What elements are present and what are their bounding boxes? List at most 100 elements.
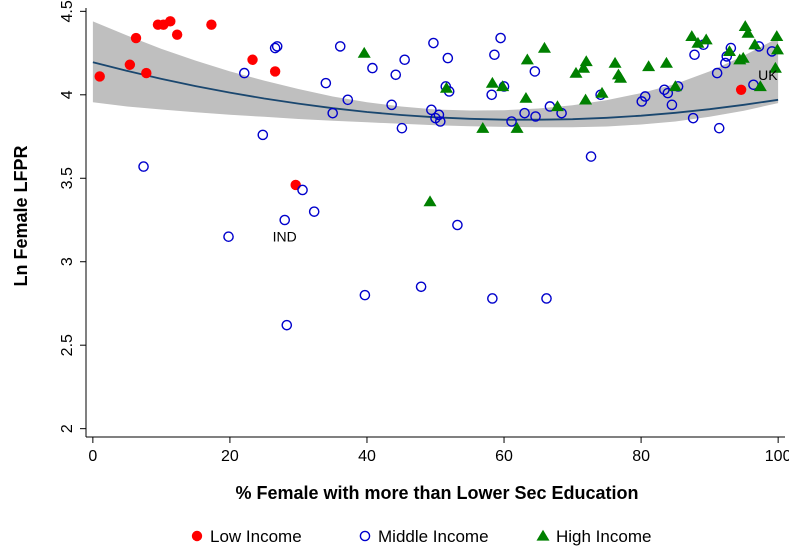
y-tick-label: 2.5 <box>59 334 76 356</box>
high-income-point <box>770 43 784 55</box>
middle-income-point <box>428 37 439 49</box>
middle-income-point <box>396 122 408 134</box>
low-income-point <box>130 32 142 44</box>
high-income-point <box>496 80 510 92</box>
y-tick-label: 3 <box>59 257 76 266</box>
high-income-point <box>537 41 551 53</box>
middle-income-point <box>713 122 725 134</box>
middle-income-point <box>487 293 498 304</box>
high-income-point <box>550 100 564 112</box>
x-tick-label: 80 <box>632 448 650 465</box>
middle-income-point <box>426 104 437 116</box>
middle-income-point <box>367 62 378 74</box>
high-income-point <box>520 53 534 65</box>
middle-income-point <box>239 67 250 79</box>
x-tick-label: 20 <box>221 448 239 465</box>
low-income-point <box>165 16 176 27</box>
high-income-point <box>722 45 737 57</box>
middle-income-point <box>281 319 293 331</box>
y-tick-label: 4 <box>59 90 76 99</box>
low-income-legend-label: Low Income <box>210 527 302 546</box>
middle-income-point <box>659 84 670 96</box>
middle-income-point <box>399 54 410 66</box>
low-income-point <box>290 179 301 191</box>
high-income-point <box>476 121 490 133</box>
high-income-point <box>753 80 767 92</box>
middle-income-legend-marker <box>359 530 371 542</box>
annotations-layer: IND UK <box>273 67 779 245</box>
middle-income-point <box>689 49 700 61</box>
y-tick-label: 4.5 <box>59 0 76 22</box>
axes-layer: 2 2.5 3 3.5 4 4.5 0 20 40 60 80 100 <box>59 0 789 465</box>
middle-income-point <box>320 77 332 89</box>
middle-income-point <box>269 42 281 54</box>
middle-income-point <box>452 219 463 231</box>
middle-income-point <box>308 206 320 217</box>
high-income-point <box>579 55 593 67</box>
middle-income-point <box>434 116 446 127</box>
middle-income-point <box>529 66 541 77</box>
middle-income-point <box>390 69 402 81</box>
high-income-point <box>741 26 755 38</box>
middle-income-point <box>486 89 497 101</box>
confidence-band-layer <box>92 21 779 128</box>
low-income-legend-marker <box>191 530 203 542</box>
y-axis-title: Ln Female LFPR <box>11 145 31 286</box>
middle-income-point <box>489 49 500 61</box>
x-axis-title: % Female with more than Lower Sec Educat… <box>235 483 638 503</box>
high-income-point <box>608 56 622 68</box>
high-income-legend-marker <box>536 529 550 541</box>
low-income-point <box>124 59 136 70</box>
middle-income-point <box>442 52 454 64</box>
x-tick-label: 100 <box>765 448 789 465</box>
high-income-point <box>595 86 609 98</box>
middle-income-point <box>495 32 506 44</box>
annotation-label: UK <box>758 67 778 83</box>
data-points-layer <box>94 16 784 331</box>
middle-income-point <box>711 67 723 79</box>
middle-income-point <box>386 99 397 111</box>
x-tick-label: 40 <box>358 448 376 465</box>
high-income-point <box>748 38 762 50</box>
middle-income-point <box>585 151 597 162</box>
high-income-point <box>579 93 593 105</box>
middle-income-point <box>433 109 445 121</box>
high-income-point <box>357 46 371 58</box>
middle-income-point <box>541 293 552 304</box>
middle-income-point <box>138 161 149 172</box>
confidence-band <box>92 21 779 128</box>
middle-income-point <box>666 99 678 111</box>
middle-income-point <box>359 289 371 301</box>
middle-income-point <box>687 112 699 124</box>
middle-income-point <box>327 107 339 119</box>
high-income-point <box>691 36 705 48</box>
high-income-point <box>439 81 453 93</box>
y-tick-label: 2 <box>59 424 76 433</box>
x-tick-label: 60 <box>495 448 513 465</box>
middle-income-point <box>519 107 530 119</box>
high-income-point <box>736 51 750 63</box>
high-income-point <box>738 20 752 32</box>
high-income-point <box>659 56 673 68</box>
middle-income-point <box>257 129 269 141</box>
x-tick-label: 0 <box>88 448 97 465</box>
low-income-point <box>94 71 105 82</box>
legend: Low Income Middle Income High Income <box>191 527 651 546</box>
middle-income-point <box>223 231 234 242</box>
high-income-point <box>768 61 782 73</box>
high-income-point <box>423 195 437 207</box>
high-income-point <box>770 30 784 42</box>
high-income-point <box>699 33 713 45</box>
middle-income-point <box>662 87 674 99</box>
low-income-point <box>141 67 152 79</box>
annotation-label: IND <box>273 229 297 245</box>
high-income-legend-label: High Income <box>556 527 651 546</box>
high-income-point <box>614 71 628 83</box>
middle-income-point <box>271 41 283 52</box>
low-income-point <box>171 29 183 40</box>
high-income-point <box>485 76 499 88</box>
low-income-point <box>735 84 747 95</box>
high-income-point <box>519 91 533 103</box>
high-income-point <box>685 30 699 42</box>
